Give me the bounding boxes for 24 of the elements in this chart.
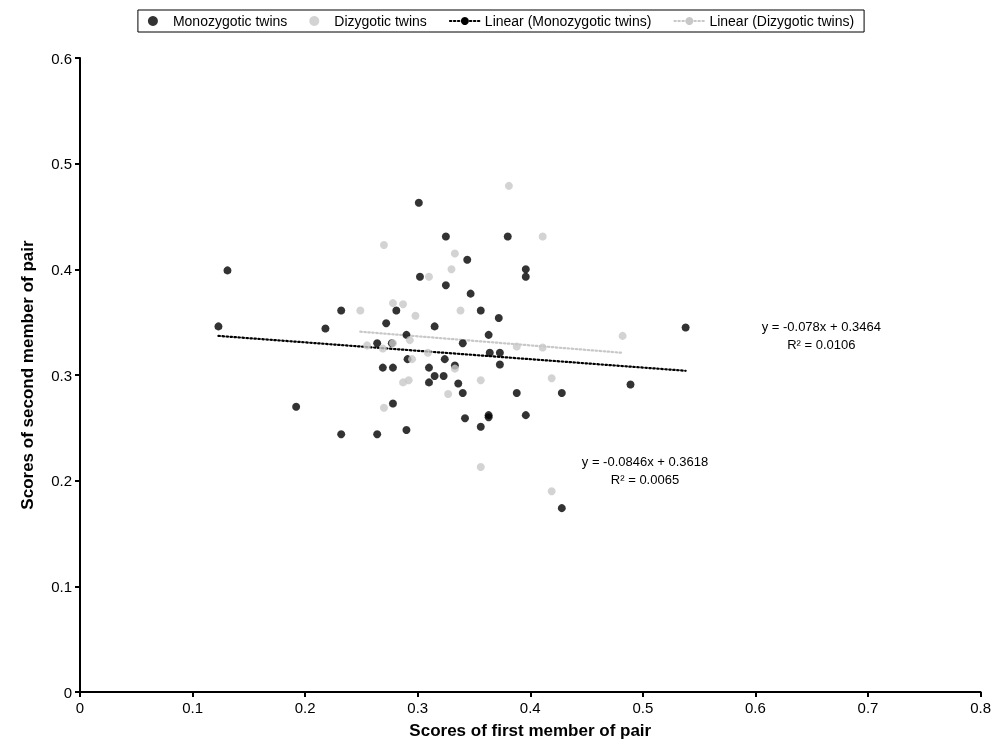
y-tick-label: 0.2 bbox=[51, 472, 72, 490]
x-axis-title: Scores of first member of pair bbox=[409, 721, 652, 740]
y-tick-label: 0.1 bbox=[51, 577, 72, 595]
x-tick-label: 0.5 bbox=[632, 699, 654, 716]
x-tick-label: 0.4 bbox=[519, 699, 541, 716]
y-axis-title: Scores of second member of pair bbox=[18, 240, 37, 510]
x-tick-label: 0.2 bbox=[294, 699, 316, 716]
legend-label: Linear (Monozygotic twins) bbox=[484, 13, 652, 29]
y-tick-label: 0 bbox=[63, 683, 72, 701]
legend-label: Dizygotic twins bbox=[334, 13, 427, 29]
x-tick-label: 0.7 bbox=[857, 699, 879, 716]
x-tick-label: 0.8 bbox=[970, 699, 991, 716]
y-tick-label: 0.3 bbox=[51, 366, 72, 384]
annotation: y = -0.0846x + 0.3618 R² = 0.0065 bbox=[581, 453, 709, 487]
y-tick-label: 0.4 bbox=[51, 260, 72, 278]
x-tick-label: 0 bbox=[75, 699, 85, 716]
legend-label: Monozygotic twins bbox=[172, 13, 288, 29]
x-tick-label: 0.1 bbox=[182, 699, 203, 716]
y-tick-label: 0.6 bbox=[51, 49, 72, 67]
annotation: y = -0.078x + 0.3464 R² = 0.0106 bbox=[761, 318, 881, 352]
x-tick-label: 0.3 bbox=[407, 699, 429, 716]
y-tick-label: 0.5 bbox=[51, 155, 72, 173]
x-tick-label: 0.6 bbox=[745, 699, 766, 716]
legend-label: Linear (Dizygotic twins) bbox=[709, 13, 855, 29]
